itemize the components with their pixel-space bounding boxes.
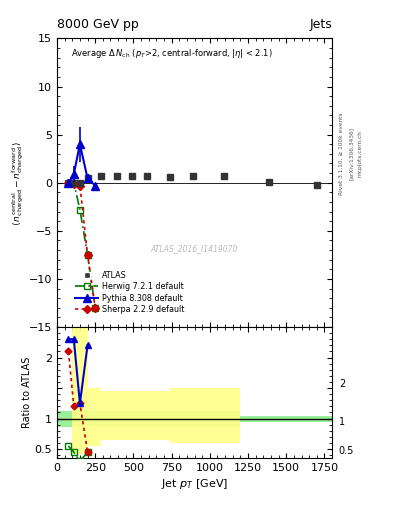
Text: Average $\Delta\,N_{\rm ch}$ ($p_T$>2, central-forward, $|\eta|$ < 2.1): Average $\Delta\,N_{\rm ch}$ ($p_T$>2, c… (71, 47, 273, 60)
Y-axis label: Ratio to ATLAS: Ratio to ATLAS (22, 357, 32, 429)
Text: Jets: Jets (309, 18, 332, 31)
Text: 2: 2 (339, 379, 345, 389)
Text: [arXiv:1306.3436]: [arXiv:1306.3436] (349, 127, 354, 180)
Text: 1: 1 (339, 417, 345, 428)
Legend: ATLAS, Herwig 7.2.1 default, Pythia 8.308 default, Sherpa 2.2.9 default: ATLAS, Herwig 7.2.1 default, Pythia 8.30… (72, 268, 187, 317)
Text: 0.5: 0.5 (339, 445, 354, 456)
Y-axis label: $\langle\,n^{\rm central}_{\rm charged} - n^{\rm forward}_{\rm charged}\,\rangle: $\langle\,n^{\rm central}_{\rm charged} … (11, 140, 26, 226)
X-axis label: Jet $p_T$ [GeV]: Jet $p_T$ [GeV] (161, 477, 228, 492)
Text: ATLAS_2016_I1419070: ATLAS_2016_I1419070 (151, 245, 238, 253)
Text: 8000 GeV pp: 8000 GeV pp (57, 18, 139, 31)
Text: mcplots.cern.ch: mcplots.cern.ch (358, 130, 363, 177)
Text: Rivet 3.1.10, ≥ 100k events: Rivet 3.1.10, ≥ 100k events (339, 112, 344, 195)
